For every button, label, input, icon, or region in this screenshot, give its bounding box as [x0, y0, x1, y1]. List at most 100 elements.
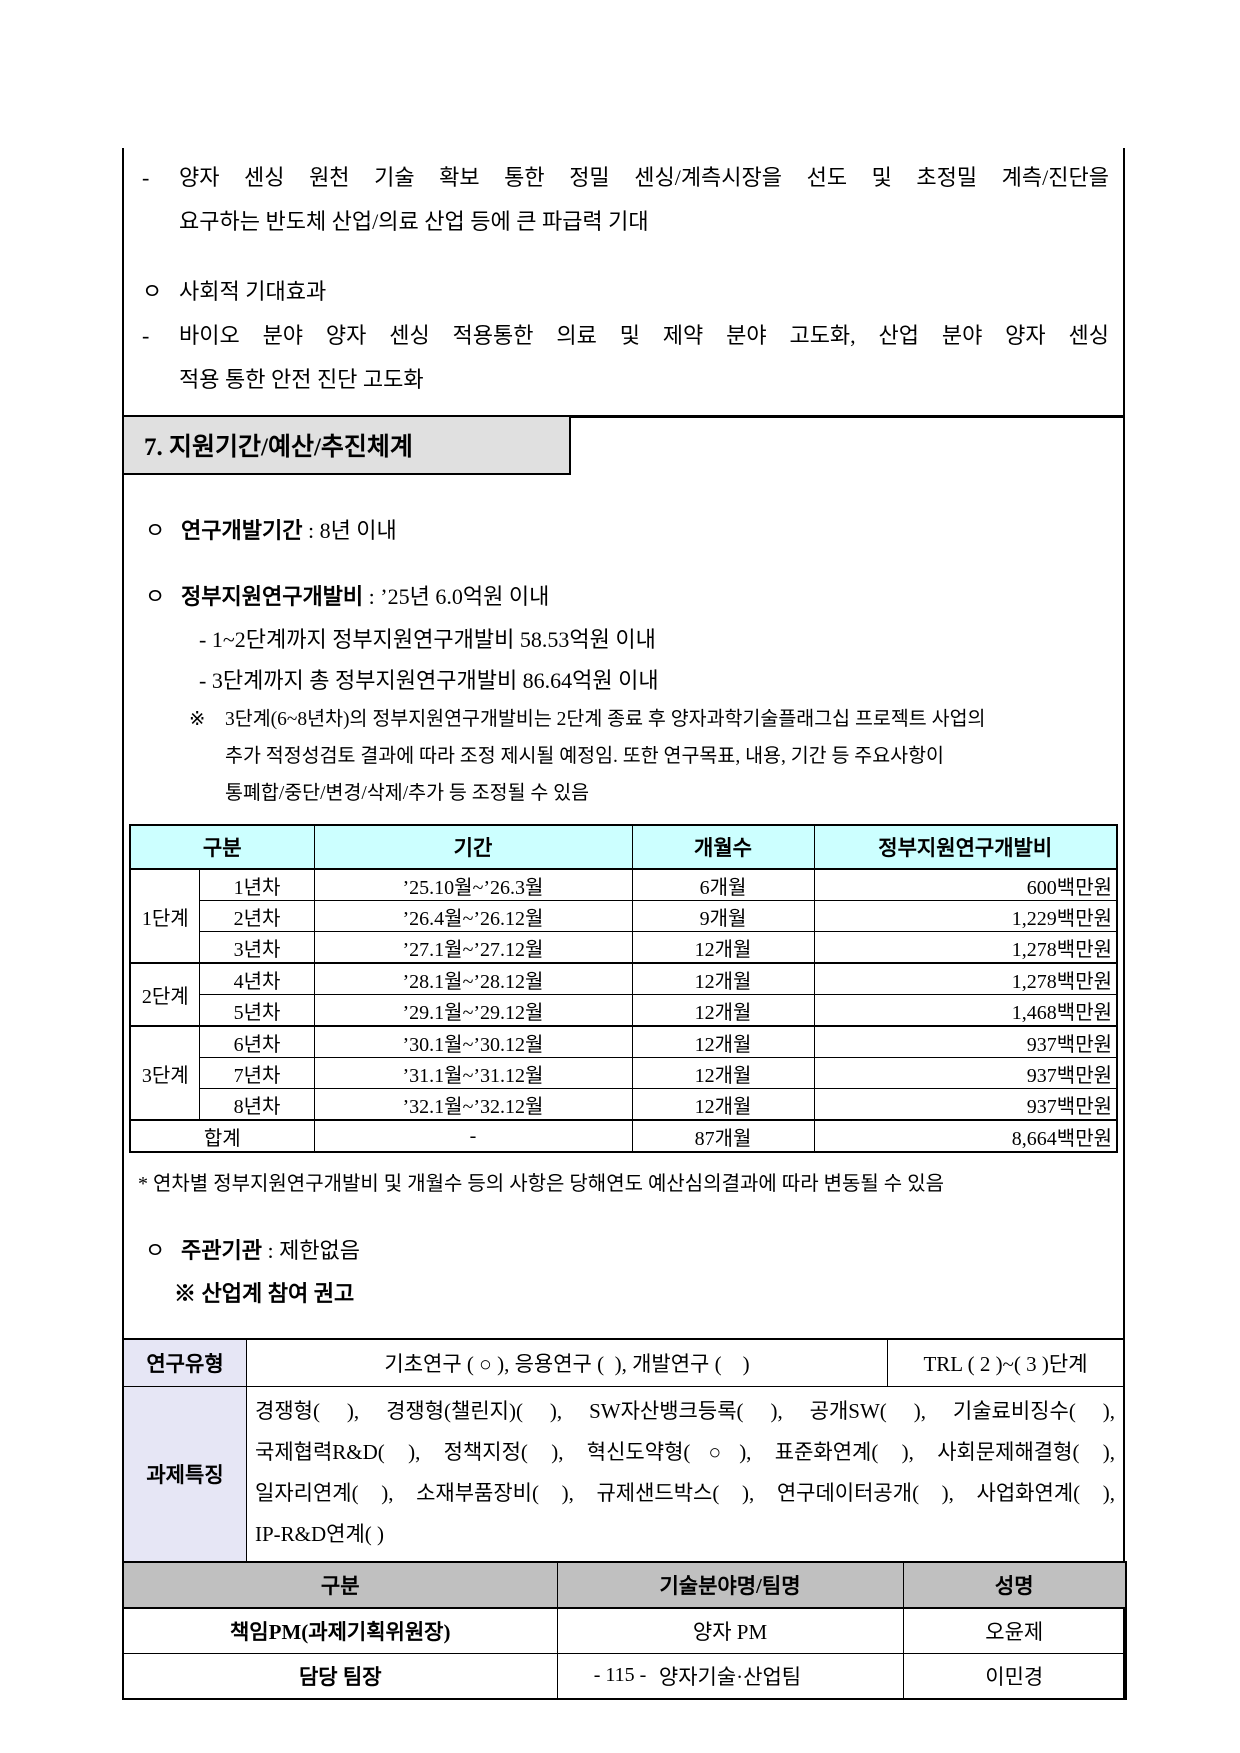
- team-cell: 양자기술·산업팀: [556, 1653, 904, 1700]
- table-row: 담당 팀장 양자기술·산업팀 이민경: [122, 1653, 1127, 1700]
- section-title-box: 7. 지원기간/예산/추진체계: [122, 415, 571, 475]
- budget-sub-item: - 1~2단계까지 정부지원연구개발비 58.53억원 이내: [199, 627, 656, 652]
- circle-bullet: ㅇ: [145, 584, 166, 609]
- budget-note-line: 통폐합/중단/변경/삭제/추가 등 조정될 수 있음: [225, 783, 590, 804]
- table-row: 3년차 ’27.1월~’27.12월 12개월 1,278백만원: [130, 931, 1118, 964]
- total-label-cell: 합계: [129, 1119, 315, 1153]
- rnd-period-label: 연구개발기간: [181, 518, 303, 543]
- budget-note-line: 3단계(6~8년차)의 정부지원연구개발비는 2단계 종료 후 양자과학기술플래…: [225, 709, 986, 730]
- period-cell: ’26.4월~’26.12월: [313, 900, 633, 932]
- amount-cell: 1,229백만원: [813, 900, 1118, 932]
- intro-section: - 양자 센싱 원천 기술 확보 통한 정밀 센싱/계측시장을 선도 및 초정밀…: [124, 148, 1123, 418]
- budget-row: ㅇ 정부지원연구개발비 : ’25년 6.0억원 이내: [124, 579, 1123, 615]
- budget-note: ※ 3단계(6~8년차)의 정부지원연구개발비는 2단계 종료 후 양자과학기술…: [124, 701, 1123, 812]
- name-cell: 오윤제: [902, 1607, 1127, 1654]
- feature-line: 국제협력R&D( ), 정책지정( ), 혁신도약형(○), 표준화연계( ),…: [255, 1440, 1115, 1464]
- column-header: 성명: [902, 1561, 1127, 1609]
- page-number: - 115 -: [593, 1664, 647, 1686]
- contact-table-header-row: 구분 기술분야명/팀명 성명: [122, 1561, 1127, 1609]
- bullet-text-line: 양자 센싱 원천 기술 확보 통한 정밀 센싱/계측시장을 선도 및 초정밀 계…: [179, 165, 1109, 190]
- period-cell: ’25.10월~’26.3월: [313, 868, 633, 901]
- feature-line: IP-R&D연계( ): [255, 1522, 385, 1546]
- months-cell: 12개월: [631, 931, 815, 964]
- period-cell: -: [313, 1119, 633, 1153]
- months-cell: 6개월: [631, 868, 815, 901]
- table-row: 7년차 ’31.1월~’31.12월 12개월 937백만원: [130, 1057, 1118, 1089]
- circle-bullet: ㅇ: [142, 279, 163, 304]
- dash-bullet: -: [142, 323, 150, 348]
- bullet-item: - 바이오 분야 양자 센싱 적용통한 의료 및 제약 분야 고도화, 산업 분…: [124, 314, 1109, 402]
- table-row: 2년차 ’26.4월~’26.12월 9개월 1,229백만원: [130, 900, 1118, 932]
- table-row: 5년차 ’29.1월~’29.12월 12개월 1,468백만원: [130, 994, 1118, 1027]
- feature-list-cell: 경쟁형( ), 경쟁형(챌린지)( ), SW자산뱅크등록( ), 공개SW( …: [246, 1386, 1125, 1563]
- amount-cell: 1,278백만원: [813, 962, 1118, 995]
- months-cell: 87개월: [631, 1119, 815, 1153]
- table-footnote: * 연차별 정부지원연구개발비 및 개월수 등의 사항은 당해연도 예산심의결과…: [138, 1173, 944, 1195]
- org-row: ㅇ 주관기관 : 제한없음: [124, 1233, 1123, 1269]
- budget-table-header-row: 구분 기간 개월수 정부지원연구개발비: [129, 824, 1118, 870]
- table-row: 과제특징 경쟁형( ), 경쟁형(챌린지)( ), SW자산뱅크등록( ), 공…: [122, 1386, 1125, 1563]
- budget-label: 정부지원연구개발비: [181, 584, 364, 609]
- bullet-text-line: 요구하는 반도체 산업/의료 산업 등에 큰 파급력 기대: [179, 209, 649, 234]
- table-row: 8년차 ’32.1월~’32.12월 12개월 937백만원: [130, 1088, 1118, 1121]
- org-label: 주관기관: [181, 1238, 262, 1263]
- months-cell: 12개월: [631, 1088, 815, 1121]
- name-cell: 이민경: [902, 1653, 1127, 1700]
- amount-cell: 1,278백만원: [813, 931, 1118, 964]
- bullet-text-line: 바이오 분야 양자 센싱 적용통한 의료 및 제약 분야 고도화, 산업 분야 …: [179, 323, 1109, 348]
- circle-bullet: ㅇ: [145, 1238, 166, 1263]
- amount-cell: 937백만원: [813, 1057, 1118, 1089]
- column-header: 구분: [122, 1561, 558, 1609]
- table-row: 1단계 1년차 ’25.10월~’26.3월 6개월 600백만원: [129, 868, 1118, 964]
- months-cell: 9개월: [631, 900, 815, 932]
- amount-cell: 1,468백만원: [813, 994, 1118, 1027]
- rnd-period-row: ㅇ 연구개발기간 : 8년 이내: [124, 513, 1123, 549]
- year-cell: 3년차: [199, 931, 315, 964]
- contact-table: 구분 기술분야명/팀명 성명 책임PM(과제기획위원장) 양자 PM 오윤제 담…: [122, 1561, 1127, 1700]
- year-cell: 4년차: [199, 962, 315, 995]
- year-cell: 7년차: [199, 1057, 315, 1089]
- bullet-item: ㅇ 사회적 기대효과: [124, 270, 1109, 314]
- table-row: 연구유형 기초연구 ( ○ ), 응용연구 ( ), 개발연구 ( ) TRL …: [122, 1338, 1125, 1387]
- research-type-value: 기초연구 ( ○ ), 응용연구 ( ), 개발연구 ( ): [246, 1338, 888, 1387]
- column-header: 정부지원연구개발비: [813, 824, 1118, 870]
- period-cell: ’31.1월~’31.12월: [313, 1057, 633, 1089]
- months-cell: 12개월: [631, 1057, 815, 1089]
- year-cell: 8년차: [199, 1088, 315, 1121]
- content-box: - 양자 센싱 원천 기술 확보 통한 정밀 센싱/계측시장을 선도 및 초정밀…: [122, 148, 1127, 1700]
- circle-bullet: ㅇ: [145, 518, 166, 543]
- role-cell: 책임PM(과제기획위원장): [122, 1607, 558, 1654]
- months-cell: 12개월: [631, 994, 815, 1027]
- months-cell: 12개월: [631, 1025, 815, 1058]
- year-cell: 6년차: [199, 1025, 315, 1058]
- research-type-table: 연구유형 기초연구 ( ○ ), 응용연구 ( ), 개발연구 ( ) TRL …: [122, 1338, 1125, 1563]
- trl-cell: TRL ( 2 )~( 3 )단계: [887, 1338, 1125, 1387]
- bullet-text-line: 사회적 기대효과: [179, 279, 327, 304]
- year-cell: 1년차: [199, 868, 315, 901]
- reference-mark: ※: [189, 709, 206, 730]
- year-cell: 5년차: [199, 994, 315, 1027]
- section-title: 7. 지원기간/예산/추진체계: [144, 434, 413, 461]
- amount-cell: 600백만원: [813, 868, 1118, 901]
- period-cell: ’29.1월~’29.12월: [313, 994, 633, 1027]
- period-cell: ’28.1월~’28.12월: [313, 962, 633, 995]
- column-header: 구분: [129, 824, 315, 870]
- rnd-period-value: : 8년 이내: [302, 518, 397, 543]
- total-row: 합계 - 87개월 8,664백만원: [129, 1119, 1118, 1153]
- months-cell: 12개월: [631, 962, 815, 995]
- amount-cell: 937백만원: [813, 1025, 1118, 1058]
- period-cell: ’30.1월~’30.12월: [313, 1025, 633, 1058]
- budget-value: : ’25년 6.0억원 이내: [363, 584, 550, 609]
- period-cell: ’27.1월~’27.12월: [313, 931, 633, 964]
- column-header: 기술분야명/팀명: [556, 1561, 904, 1609]
- dash-bullet: -: [142, 165, 150, 190]
- table-row: 3단계 6년차 ’30.1월~’30.12월 12개월 937백만원: [129, 1025, 1118, 1121]
- role-cell: 담당 팀장: [122, 1653, 558, 1700]
- budget-table: 구분 기간 개월수 정부지원연구개발비 1단계 1년차 ’25.10월~’26.…: [128, 824, 1118, 1153]
- stage-cell: 1단계: [129, 868, 201, 964]
- bullet-text-line: 적용 통한 안전 진단 고도화: [179, 367, 424, 392]
- budget-sub-item: - 3단계까지 총 정부지원연구개발비 86.64억원 이내: [199, 668, 659, 693]
- stage-cell: 2단계: [129, 962, 201, 1027]
- table-row: 2단계 4년차 ’28.1월~’28.12월 12개월 1,278백만원: [129, 962, 1118, 1027]
